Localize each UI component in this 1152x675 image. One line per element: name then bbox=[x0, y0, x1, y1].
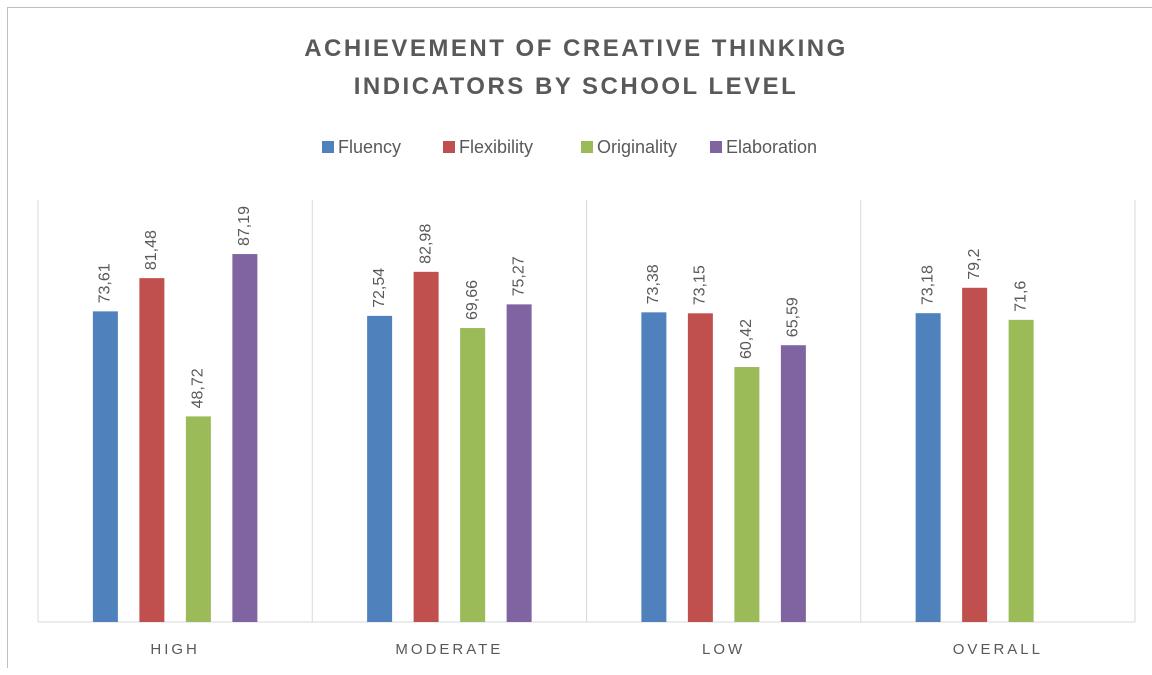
data-label: 69,66 bbox=[464, 280, 481, 320]
data-label: 79,2 bbox=[966, 249, 983, 280]
bar bbox=[506, 304, 532, 622]
data-label: 73,15 bbox=[692, 265, 709, 305]
x-tick-label: LOW bbox=[702, 641, 745, 658]
data-label: 73,38 bbox=[645, 264, 662, 304]
legend-swatch bbox=[322, 141, 334, 153]
bar bbox=[915, 313, 941, 622]
x-tick-label: MODERATE bbox=[395, 641, 503, 658]
data-label: 72,54 bbox=[371, 268, 388, 308]
bar bbox=[139, 278, 165, 622]
legend-label: Originality bbox=[597, 137, 677, 157]
data-label: 65,59 bbox=[785, 297, 802, 337]
bar bbox=[1008, 319, 1034, 622]
data-label: 48,72 bbox=[190, 368, 207, 408]
legend-label: Elaboration bbox=[726, 137, 817, 157]
data-label: 71,6 bbox=[1012, 281, 1029, 312]
bar bbox=[92, 311, 118, 622]
data-label: 75,27 bbox=[510, 256, 527, 296]
bar bbox=[367, 315, 393, 622]
bar bbox=[460, 328, 486, 622]
bar bbox=[780, 345, 806, 622]
data-label: 87,19 bbox=[236, 206, 253, 246]
bar bbox=[734, 367, 760, 622]
x-tick-label: HIGH bbox=[150, 641, 200, 658]
data-label: 82,98 bbox=[417, 224, 434, 264]
bar bbox=[232, 254, 258, 622]
chart-title: ACHIEVEMENT OF CREATIVE THINKING INDICAT… bbox=[304, 35, 848, 100]
legend-swatch bbox=[581, 141, 593, 153]
x-tick-label: OVERALL bbox=[953, 641, 1043, 658]
bar bbox=[962, 287, 988, 622]
legend-label: Flexibility bbox=[459, 137, 533, 157]
bar bbox=[413, 271, 439, 622]
data-label: 60,42 bbox=[738, 319, 755, 359]
bar bbox=[687, 313, 713, 622]
bar bbox=[641, 312, 667, 622]
legend-label: Fluency bbox=[338, 137, 401, 157]
data-label: 73,18 bbox=[919, 265, 936, 305]
legend-swatch bbox=[443, 141, 455, 153]
data-label: 81,48 bbox=[143, 230, 160, 270]
legend-swatch bbox=[710, 141, 722, 153]
bar bbox=[185, 416, 211, 622]
data-label: 73,61 bbox=[97, 263, 114, 303]
